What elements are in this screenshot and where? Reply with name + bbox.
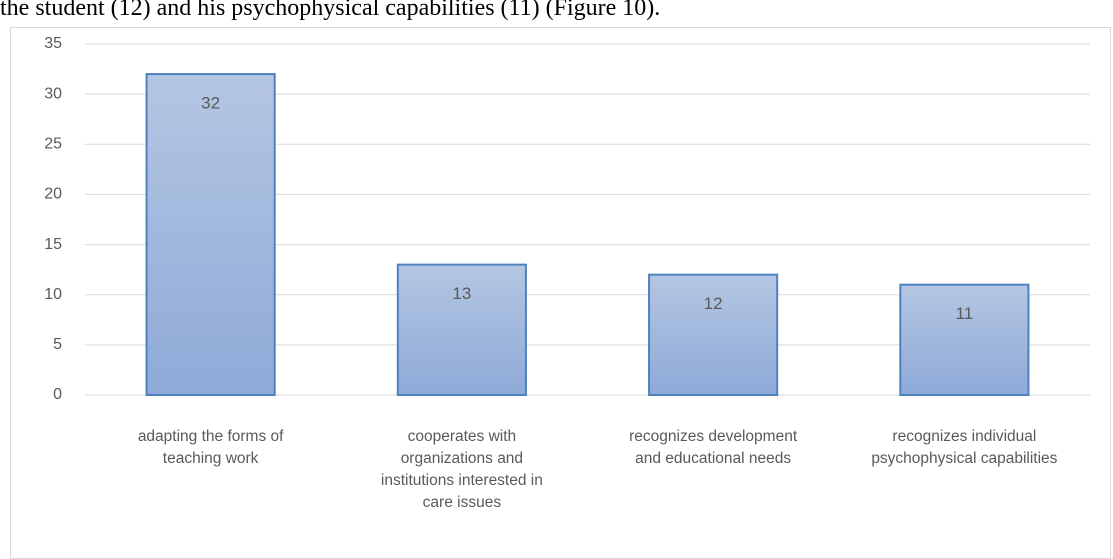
x-tick-label: cooperates with organizations and institut…: [381, 428, 543, 511]
y-tick-label: 10: [44, 286, 62, 303]
y-tick-label: 5: [53, 336, 62, 353]
bar: [648, 273, 779, 396]
y-tick-label: 35: [44, 35, 62, 52]
x-tick-label: recognizes individual psychophysical capa…: [871, 428, 1057, 467]
y-tick-label: 15: [44, 236, 62, 253]
bar: [396, 263, 527, 396]
value-label: 32: [201, 94, 220, 113]
x-tick-label: recognizes development and educational ne…: [629, 428, 798, 467]
value-label: 11: [956, 304, 974, 323]
bar: [899, 283, 1030, 396]
x-tick-label: adapting the forms of teaching work: [138, 428, 284, 467]
y-tick-label: 30: [44, 85, 62, 102]
bar: [145, 73, 276, 396]
y-tick-label: 25: [44, 136, 62, 153]
y-tick-label: 20: [44, 186, 62, 203]
value-label: 13: [452, 284, 471, 303]
value-label: 12: [704, 294, 723, 313]
header-text: the student (12) and his psychophysical …: [0, 0, 660, 21]
y-tick-label: 0: [53, 386, 62, 403]
